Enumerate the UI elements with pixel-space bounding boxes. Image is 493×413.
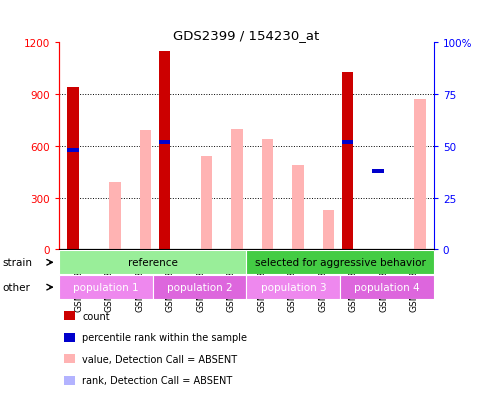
Bar <box>342 73 353 250</box>
Bar <box>262 140 273 250</box>
Bar <box>68 88 79 250</box>
Bar <box>201 157 212 250</box>
Bar <box>246 275 340 299</box>
Bar <box>231 129 243 250</box>
Bar <box>68 149 79 153</box>
Title: GDS2399 / 154230_at: GDS2399 / 154230_at <box>174 29 319 42</box>
Text: reference: reference <box>128 258 178 268</box>
Bar <box>159 52 171 250</box>
Bar <box>340 275 434 299</box>
Text: other: other <box>2 282 31 292</box>
Bar <box>322 210 334 250</box>
Text: population 1: population 1 <box>73 282 139 292</box>
Text: population 2: population 2 <box>167 282 233 292</box>
Bar <box>414 100 425 250</box>
Bar <box>64 376 75 385</box>
Bar <box>153 275 246 299</box>
Text: population 4: population 4 <box>354 282 420 292</box>
Text: selected for aggressive behavior: selected for aggressive behavior <box>255 258 425 268</box>
Bar <box>59 251 246 275</box>
Bar <box>292 166 304 250</box>
Bar <box>64 311 75 320</box>
Bar <box>342 140 353 145</box>
Text: strain: strain <box>2 258 33 268</box>
Bar <box>140 131 151 250</box>
Text: count: count <box>82 311 110 321</box>
Bar <box>372 169 384 173</box>
Text: rank, Detection Call = ABSENT: rank, Detection Call = ABSENT <box>82 375 233 385</box>
Bar <box>109 183 121 250</box>
Bar <box>64 333 75 342</box>
Text: percentile rank within the sample: percentile rank within the sample <box>82 332 247 342</box>
Bar <box>59 275 153 299</box>
Bar <box>64 354 75 363</box>
Text: value, Detection Call = ABSENT: value, Detection Call = ABSENT <box>82 354 238 364</box>
Bar <box>159 140 171 145</box>
Bar <box>246 251 434 275</box>
Text: population 3: population 3 <box>260 282 326 292</box>
